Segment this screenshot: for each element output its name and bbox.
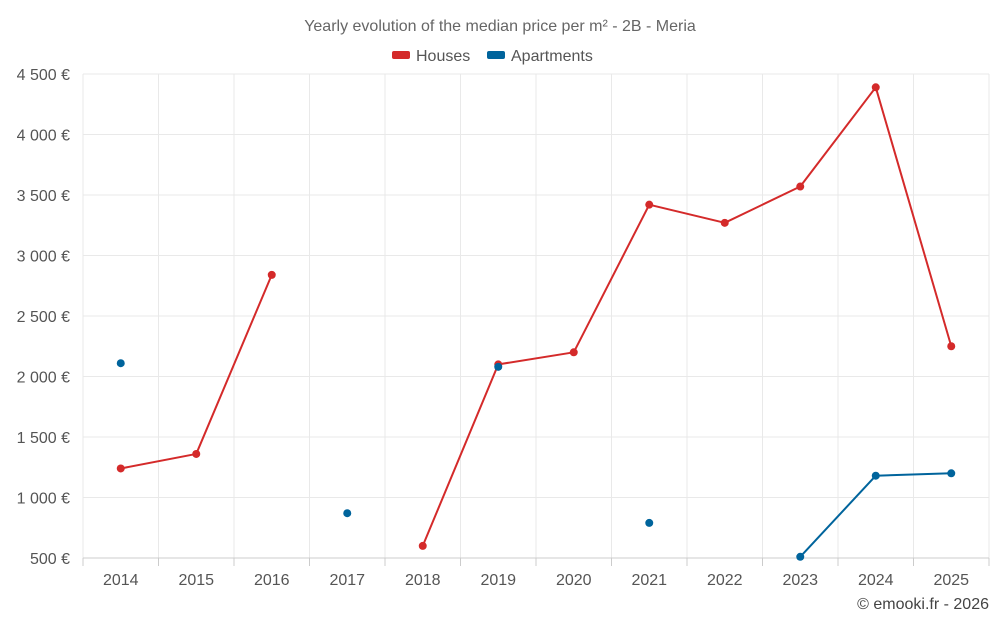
legend-swatch-houses	[392, 51, 410, 59]
data-point-apartments[interactable]	[343, 509, 352, 518]
grid	[82, 73, 990, 558]
x-tick-label: 2015	[178, 572, 214, 589]
data-point-houses[interactable]	[116, 464, 125, 473]
legend-label-apartments: Apartments	[511, 48, 593, 65]
x-tick-label: 2020	[556, 572, 592, 589]
x-axis: 2014 2015 2016 2017 2018 2019 2020 2021 2022 2023…	[82, 557, 990, 589]
data-point-apartments[interactable]	[871, 471, 880, 480]
y-tick-label: 4 500 €	[17, 67, 70, 84]
x-tick-label: 2024	[858, 572, 894, 589]
series-points	[116, 83, 956, 561]
chart-title: Yearly evolution of the median price per…	[304, 18, 696, 35]
data-point-apartments[interactable]	[947, 469, 956, 478]
credit-text: © emooki.fr - 2026	[857, 596, 989, 613]
x-tick-label: 2021	[631, 572, 667, 589]
data-point-apartments[interactable]	[494, 362, 503, 371]
data-point-apartments[interactable]	[796, 552, 805, 561]
x-tick-label: 2018	[405, 572, 441, 589]
legend-swatch-apartments	[487, 51, 505, 59]
series-line-houses	[421, 86, 953, 547]
y-tick-label: 2 000 €	[17, 370, 70, 387]
data-point-houses[interactable]	[796, 182, 805, 191]
y-tick-label: 3 000 €	[17, 249, 70, 266]
y-tick-label: 2 500 €	[17, 309, 70, 326]
x-tick-label: 2022	[707, 572, 743, 589]
data-point-houses[interactable]	[569, 348, 578, 357]
data-point-houses[interactable]	[645, 200, 654, 209]
x-tick-label: 2025	[933, 572, 969, 589]
legend-item-houses[interactable]: Houses	[392, 48, 470, 65]
x-tick-label: 2016	[254, 572, 290, 589]
data-point-apartments[interactable]	[645, 518, 654, 527]
data-point-houses[interactable]	[418, 541, 427, 550]
data-point-houses[interactable]	[720, 218, 729, 227]
y-axis: 500 € 1 000 € 1 500 € 2 000 € 2 500 € 3 000 €…	[17, 67, 70, 568]
legend: Houses Apartments	[392, 48, 593, 65]
series-line-apartments	[799, 472, 953, 558]
y-tick-label: 500 €	[30, 551, 70, 568]
x-tick-label: 2017	[329, 572, 365, 589]
legend-label-houses: Houses	[416, 48, 470, 65]
data-point-houses[interactable]	[267, 270, 276, 279]
x-tick-label: 2019	[480, 572, 516, 589]
data-point-houses[interactable]	[871, 83, 880, 92]
y-tick-label: 4 000 €	[17, 128, 70, 145]
series-line-houses	[119, 273, 273, 470]
data-point-houses[interactable]	[947, 342, 956, 351]
legend-item-apartments[interactable]: Apartments	[487, 48, 593, 65]
y-tick-label: 1 500 €	[17, 430, 70, 447]
y-tick-label: 3 500 €	[17, 188, 70, 205]
y-tick-label: 1 000 €	[17, 491, 70, 508]
x-tick-label: 2014	[103, 572, 139, 589]
data-point-houses[interactable]	[192, 449, 201, 458]
data-point-apartments[interactable]	[116, 359, 125, 368]
x-tick-label: 2023	[782, 572, 818, 589]
